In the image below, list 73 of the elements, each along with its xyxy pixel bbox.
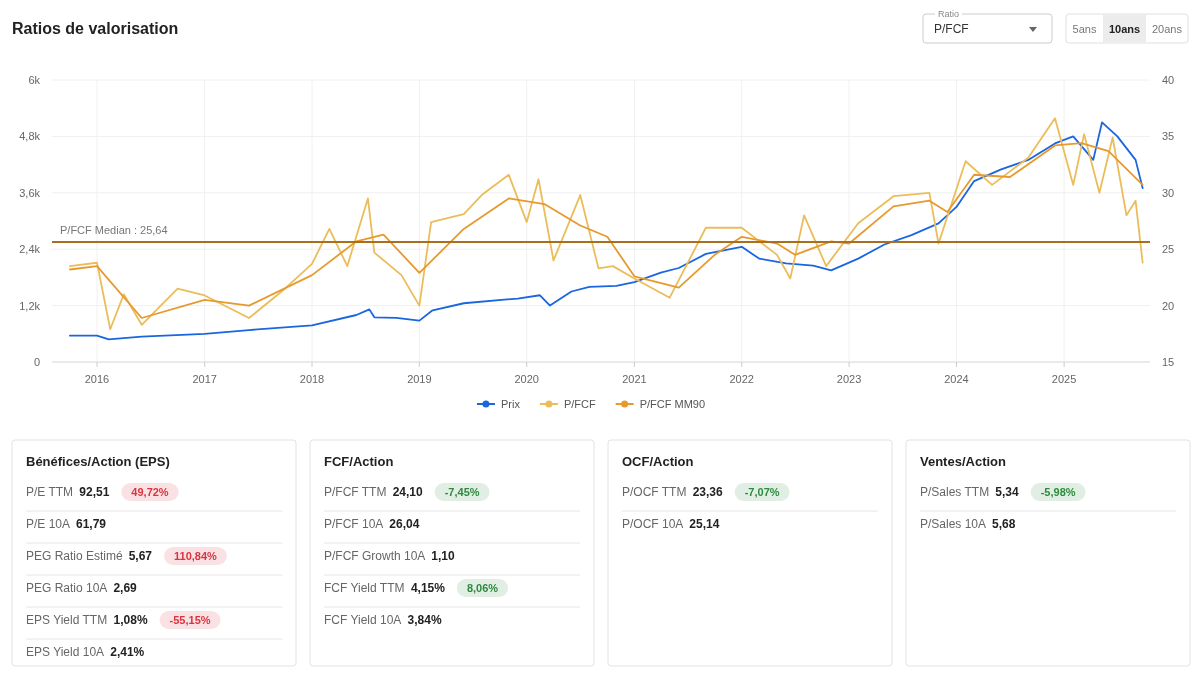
chart-title: Ratios de valorisation xyxy=(12,20,179,37)
category-label: PEG Ratio 10A xyxy=(26,581,108,595)
y-tick-label: 2,4k xyxy=(19,243,41,256)
x-tick-label: 2022 xyxy=(729,373,754,385)
category-label: P/Sales 10A xyxy=(920,517,987,531)
y2-tick-label: 25 xyxy=(1162,243,1175,256)
category-label: P/OCF 10A xyxy=(622,517,684,531)
category-label: P/FCF 10A xyxy=(324,517,384,531)
data-label: 61,79 xyxy=(76,517,107,531)
data-label: 24,10 xyxy=(392,485,424,499)
data-label: 4,15% xyxy=(410,581,446,595)
y2-tick-label: 20 xyxy=(1162,299,1175,312)
data-label: 5,68 xyxy=(992,517,1016,531)
data-label: 110,84% xyxy=(174,550,218,562)
data-label: 92,51 xyxy=(79,485,110,499)
text: Ratio xyxy=(938,9,960,19)
text: OCF/Action xyxy=(622,454,694,469)
text: Bénéfices/Action (EPS) xyxy=(26,454,170,469)
data-label: 3,84% xyxy=(407,613,442,627)
data-label: 2,41% xyxy=(110,645,145,659)
x-tick-label: 2020 xyxy=(514,373,539,385)
y-tick-label: 3,6k xyxy=(19,186,41,199)
category-label: FCF Yield TTM xyxy=(324,581,405,595)
text: 5ans xyxy=(1072,23,1097,35)
category-label: EPS Yield TTM xyxy=(26,613,108,627)
x-tick-label: 2016 xyxy=(84,373,110,385)
category-label: P/E 10A xyxy=(26,517,71,531)
category-label: EPS Yield 10A xyxy=(26,645,105,659)
y-tick-label: 1,2k xyxy=(19,299,41,312)
y2-tick-label: 35 xyxy=(1162,130,1175,143)
data-label: 5,67 xyxy=(128,549,153,563)
y-tick-label: 6k xyxy=(28,74,41,86)
data-label: -5,98% xyxy=(1040,486,1076,498)
x-tick-label: 2024 xyxy=(944,373,969,385)
category-label: FCF Yield 10A xyxy=(324,613,402,627)
data-label: -7,07% xyxy=(744,486,780,498)
data-label: -55,15% xyxy=(169,614,211,626)
x-tick-label: 2021 xyxy=(622,373,647,385)
data-label: 26,04 xyxy=(389,517,420,531)
text: 10ans xyxy=(1108,23,1141,35)
data-label: 8,06% xyxy=(466,582,499,594)
category-label: P/FCF TTM xyxy=(324,485,387,499)
text: FCF/Action xyxy=(324,454,394,469)
legend-label: Prix xyxy=(500,398,521,410)
data-label: 49,72% xyxy=(131,486,169,498)
x-tick-label: 2023 xyxy=(836,373,862,385)
data-label: -7,45% xyxy=(444,486,480,498)
text: P/FCF xyxy=(934,22,969,36)
x-tick-label: 2025 xyxy=(1051,373,1077,385)
category-label: P/Sales TTM xyxy=(920,485,990,499)
y-tick-label: 4,8k xyxy=(19,130,41,143)
data-label: 1,08% xyxy=(113,613,148,627)
text: Ventes/Action xyxy=(920,454,1007,469)
legend-label: P/FCF MM90 xyxy=(639,398,706,410)
y-tick-label: 0 xyxy=(33,356,40,368)
x-tick-label: 2019 xyxy=(407,373,432,385)
text: 20ans xyxy=(1152,23,1183,35)
data-label: 5,34 xyxy=(995,485,1020,499)
category-label: PEG Ratio Estimé xyxy=(26,549,124,563)
legend-label: P/FCF xyxy=(563,398,596,410)
y2-tick-label: 15 xyxy=(1162,356,1175,368)
ref-line-label: P/FCF Median : 25,64 xyxy=(60,223,168,236)
data-label: 25,14 xyxy=(689,517,720,531)
x-tick-label: 2018 xyxy=(299,373,325,385)
y2-tick-label: 30 xyxy=(1162,186,1175,199)
data-label: 1,10 xyxy=(431,549,456,563)
category-label: P/FCF Growth 10A xyxy=(324,549,426,563)
category-label: P/E TTM xyxy=(26,485,74,499)
category-label: P/OCF TTM xyxy=(622,485,687,499)
data-label: 23,36 xyxy=(692,485,724,499)
data-label: 2,69 xyxy=(113,581,138,595)
x-tick-label: 2017 xyxy=(192,373,217,385)
y2-tick-label: 40 xyxy=(1162,74,1175,86)
